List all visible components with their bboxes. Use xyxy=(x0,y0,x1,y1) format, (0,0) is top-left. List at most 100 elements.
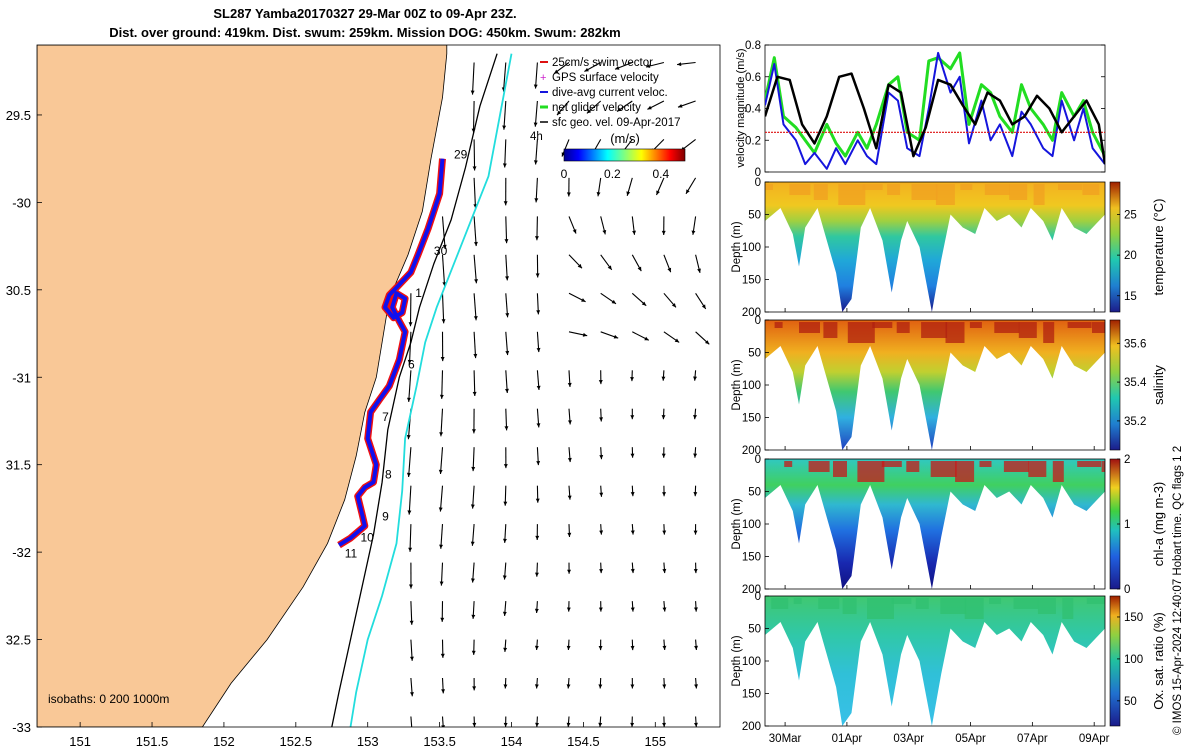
geostrophic-arrows xyxy=(406,61,710,727)
map-x-tick: 155 xyxy=(644,734,666,749)
credit-text: © IMOS 15-Apr-2024 12:40:07 Hobart time.… xyxy=(1172,445,1184,735)
velocity-panel: 0 0.2 0.4 0.6 0.8 velocity magnitude (m/s) xyxy=(735,40,1106,179)
colorbar-label: Ox. sat. ratio (%) xyxy=(1151,612,1166,710)
day-label: 6 xyxy=(408,358,415,372)
depth-tick: 50 xyxy=(748,487,761,499)
chart-title: SL287 Yamba20170327 29-Mar 00Z to 09-Apr… xyxy=(213,6,517,21)
section-fill xyxy=(765,320,1105,450)
day-label: 10 xyxy=(361,531,375,545)
legend-net: net glider velocity xyxy=(552,102,641,114)
day-label: 29 xyxy=(454,148,468,162)
date-tick: 05Apr xyxy=(955,733,986,745)
colorbar-tick: 15 xyxy=(1124,291,1137,303)
day-label: 30 xyxy=(434,244,448,258)
velocity-ylabel: velocity magnitude (m/s) xyxy=(735,48,747,167)
colorbar-label: chl-a (mg m-3) xyxy=(1151,482,1166,567)
salinity-panel: 0 50 100 150 200 Depth (m) 35.2 35.4 35.6 salinit… xyxy=(731,315,1166,457)
depth-tick: 150 xyxy=(742,689,761,701)
date-tick: 30Mar xyxy=(769,733,802,745)
map-y-tick: 31.5 xyxy=(6,458,31,473)
map-y-tick: 29.5 xyxy=(6,108,31,123)
map-y-tick: -31 xyxy=(12,370,31,385)
track-dive-avg xyxy=(337,158,445,547)
day-label: 7 xyxy=(382,410,389,424)
colorbar-tick: 100 xyxy=(1124,654,1143,666)
depth-tick: 0 xyxy=(755,454,761,466)
depth-tick: 0 xyxy=(755,591,761,603)
map-x-tick: 152 xyxy=(213,734,235,749)
colorbar-tick: 50 xyxy=(1124,696,1137,708)
velocity-series xyxy=(765,51,1105,170)
depth-label: Depth (m) xyxy=(731,635,743,686)
depth-tick: 100 xyxy=(742,380,761,392)
depth-label: Depth (m) xyxy=(731,221,743,272)
colorbar-tick: 150 xyxy=(1124,612,1143,624)
depth-label: Depth (m) xyxy=(731,498,743,549)
legend-sfc-geo: sfc geo. vel. 09-Apr-2017 xyxy=(552,117,681,129)
day-label: 11 xyxy=(345,546,358,560)
map-x-tick: 154 xyxy=(501,734,523,749)
date-tick: 07Apr xyxy=(1017,733,1048,745)
map-x-tick: 153.5 xyxy=(423,734,456,749)
section-colorbar xyxy=(1109,595,1121,727)
chart-subtitle: Dist. over ground: 419km. Dist. swum: 25… xyxy=(109,25,621,40)
oxygen-panel: 0 50 100 150 200 Depth (m) 50 100 150 Ox. sat. ra… xyxy=(731,591,1166,745)
svg-text:+: + xyxy=(540,72,546,84)
velocity-series xyxy=(765,72,1105,165)
depth-tick: 200 xyxy=(742,584,761,596)
colorbar-tick: 20 xyxy=(1124,250,1137,262)
colorbar-tick: 1 xyxy=(1124,519,1130,531)
velocity-y-tick: 0.6 xyxy=(745,72,761,84)
depth-tick: 200 xyxy=(742,445,761,457)
legend-gps: GPS surface velocity xyxy=(552,72,659,84)
land-area xyxy=(37,45,448,727)
depth-tick: 0 xyxy=(755,177,761,189)
day-label: 8 xyxy=(385,468,392,482)
map-x-tick: 154.5 xyxy=(567,734,600,749)
depth-tick: 150 xyxy=(742,275,761,287)
isobath-1000 xyxy=(349,53,513,727)
section-fill xyxy=(765,596,1105,726)
depth-tick: 200 xyxy=(742,721,761,733)
map-x-tick: 152.5 xyxy=(280,734,313,749)
section-fill xyxy=(765,459,1105,589)
legend-dive-avg: dive-avg current veloc. xyxy=(552,87,668,99)
section-colorbar xyxy=(1109,181,1121,313)
colorbar-tick: 35.6 xyxy=(1124,338,1146,350)
day-label: 1 xyxy=(415,286,422,300)
isobaths-label: isobaths: 0 200 1000m xyxy=(48,692,169,706)
depth-tick: 100 xyxy=(742,519,761,531)
velocity-y-tick: 0.2 xyxy=(745,135,761,147)
colorbar-tick: 0 xyxy=(1124,584,1130,596)
map-x-tick: 151 xyxy=(69,734,91,749)
depth-tick: 200 xyxy=(742,307,761,319)
isobath-200 xyxy=(331,53,498,727)
colorbar-tick: 35.4 xyxy=(1124,377,1147,389)
depth-tick: 100 xyxy=(742,656,761,668)
map-x-tick: 153 xyxy=(357,734,379,749)
depth-tick: 0 xyxy=(755,315,761,327)
legend-4h: 4h xyxy=(530,131,543,143)
velocity-y-tick: 0.8 xyxy=(745,40,761,52)
colorbar-tick: 0.2 xyxy=(604,167,621,181)
speed-colorbar xyxy=(563,148,686,162)
section-colorbar xyxy=(1109,319,1121,451)
velocity-y-tick: 0 xyxy=(755,167,761,179)
colorbar-tick: 0 xyxy=(561,167,568,181)
colorbar-tick: 0.4 xyxy=(652,167,669,181)
date-tick: 01Apr xyxy=(832,733,863,745)
velocity-y-tick: 0.4 xyxy=(745,104,762,116)
section-fill xyxy=(765,182,1105,312)
map-x-tick: 151.5 xyxy=(136,734,169,749)
depth-tick: 50 xyxy=(748,210,761,222)
map-y-tick: -33 xyxy=(12,720,31,735)
map-y-tick: 30.5 xyxy=(6,283,31,298)
depth-tick: 150 xyxy=(742,552,761,564)
map-y-tick: -32 xyxy=(12,545,31,560)
colorbar-label: (m/s) xyxy=(610,131,640,146)
depth-tick: 100 xyxy=(742,242,761,254)
colorbar-tick: 25 xyxy=(1124,210,1137,222)
depth-tick: 50 xyxy=(748,348,761,360)
